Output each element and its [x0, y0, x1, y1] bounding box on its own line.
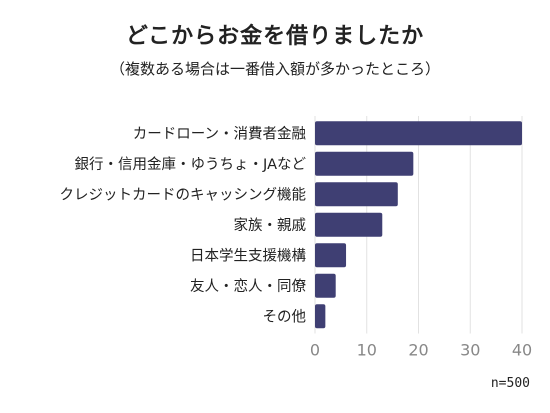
bar — [315, 121, 522, 146]
category-label: 家族・親戚 — [234, 217, 307, 234]
chart-subtitle: （複数ある場合は一番借入額が多かったところ） — [109, 60, 440, 78]
bar — [315, 273, 336, 298]
category-label: 友人・恋人・同僚 — [190, 277, 306, 295]
category-label: カードローン・消費者金融 — [133, 125, 306, 142]
bar — [315, 212, 383, 237]
bar — [315, 304, 326, 329]
category-label: 日本学生支援機構 — [190, 247, 306, 264]
category-label: 銀行・信用金庫・ゆうちょ・JAなど — [75, 156, 307, 173]
chart-title: どこからお金を借りましたか — [125, 24, 425, 49]
bar — [315, 243, 347, 268]
x-tick-label: 0 — [310, 341, 320, 360]
category-label: その他 — [263, 308, 307, 325]
category-label: クレジットカードのキャッシング機能 — [60, 186, 307, 203]
x-tick-label: 20 — [408, 341, 428, 360]
x-tick-label: 40 — [512, 341, 532, 360]
bar — [315, 151, 414, 176]
x-tick-label: 10 — [357, 341, 377, 360]
sample-size-note: n=500 — [490, 376, 530, 391]
x-tick-label: 30 — [460, 341, 480, 360]
bar — [315, 182, 398, 207]
